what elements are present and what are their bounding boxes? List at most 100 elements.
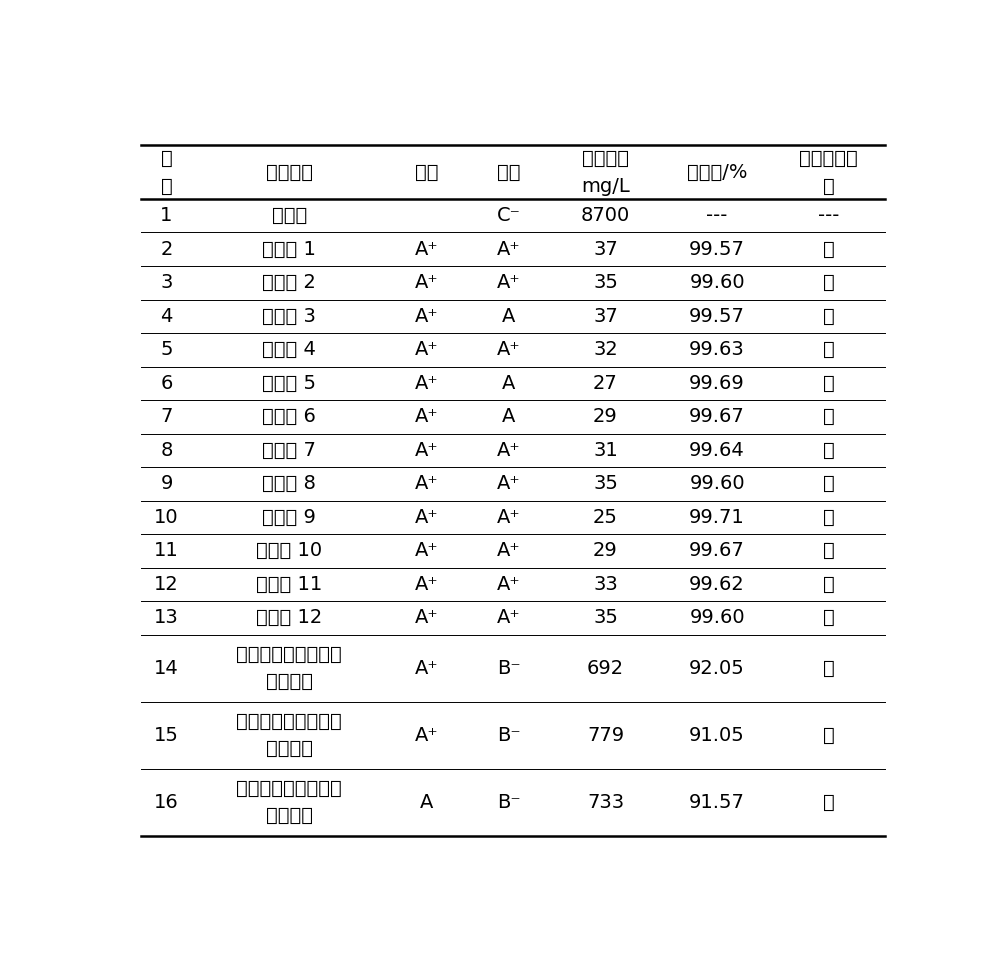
Text: 37: 37 bbox=[593, 307, 618, 326]
Text: 5: 5 bbox=[160, 340, 173, 360]
Text: 实施例 9: 实施例 9 bbox=[262, 508, 316, 527]
Text: 2: 2 bbox=[160, 240, 173, 258]
Text: 14: 14 bbox=[154, 658, 179, 678]
Text: 快: 快 bbox=[823, 726, 835, 744]
Text: A⁺: A⁺ bbox=[415, 575, 439, 594]
Text: 快: 快 bbox=[823, 508, 835, 527]
Text: 16: 16 bbox=[154, 792, 179, 812]
Text: 6: 6 bbox=[160, 374, 173, 392]
Text: 31: 31 bbox=[593, 441, 618, 460]
Text: B⁻: B⁻ bbox=[497, 792, 521, 812]
Text: 实施例 12: 实施例 12 bbox=[256, 608, 322, 628]
Text: A: A bbox=[502, 408, 515, 426]
Text: 实施例 11: 实施例 11 bbox=[256, 575, 322, 594]
Text: 快: 快 bbox=[823, 474, 835, 494]
Text: 7: 7 bbox=[160, 408, 173, 426]
Text: 33: 33 bbox=[593, 575, 618, 594]
Text: A⁺: A⁺ bbox=[415, 658, 439, 678]
Text: 快: 快 bbox=[823, 542, 835, 560]
Text: 92.05: 92.05 bbox=[689, 658, 745, 678]
Text: 快: 快 bbox=[823, 608, 835, 628]
Text: A⁺: A⁺ bbox=[497, 508, 521, 527]
Text: 市售聚二甲基二烯丙
基氯化鐵: 市售聚二甲基二烯丙 基氯化鐵 bbox=[236, 645, 342, 691]
Text: A: A bbox=[502, 374, 515, 392]
Text: A⁺: A⁺ bbox=[415, 608, 439, 628]
Text: 12: 12 bbox=[154, 575, 179, 594]
Text: 快: 快 bbox=[823, 441, 835, 460]
Text: 99.63: 99.63 bbox=[689, 340, 745, 360]
Text: 快: 快 bbox=[823, 408, 835, 426]
Text: A⁺: A⁺ bbox=[415, 508, 439, 527]
Text: 733: 733 bbox=[587, 792, 624, 812]
Text: A⁺: A⁺ bbox=[415, 542, 439, 560]
Text: A⁺: A⁺ bbox=[497, 608, 521, 628]
Text: 4: 4 bbox=[160, 307, 173, 326]
Text: 实施例 4: 实施例 4 bbox=[262, 340, 316, 360]
Text: 15: 15 bbox=[154, 726, 179, 744]
Text: 99.64: 99.64 bbox=[689, 441, 745, 460]
Text: 8: 8 bbox=[160, 441, 173, 460]
Text: 实施例 7: 实施例 7 bbox=[262, 441, 316, 460]
Text: A⁺: A⁺ bbox=[497, 340, 521, 360]
Text: 35: 35 bbox=[593, 474, 618, 494]
Text: 实施例 1: 实施例 1 bbox=[262, 240, 316, 258]
Text: 快: 快 bbox=[823, 240, 835, 258]
Text: 13: 13 bbox=[154, 608, 179, 628]
Text: 99.67: 99.67 bbox=[689, 408, 745, 426]
Text: 99.69: 99.69 bbox=[689, 374, 745, 392]
Text: B⁻: B⁻ bbox=[497, 658, 521, 678]
Text: 实施例 6: 实施例 6 bbox=[262, 408, 316, 426]
Text: 药剂名称: 药剂名称 bbox=[266, 163, 313, 181]
Text: A⁺: A⁺ bbox=[415, 307, 439, 326]
Text: 9: 9 bbox=[160, 474, 173, 494]
Text: A⁺: A⁺ bbox=[497, 441, 521, 460]
Text: 水色: 水色 bbox=[497, 163, 521, 181]
Text: 市售聚二甲基二烯丙
基氯化鐵: 市售聚二甲基二烯丙 基氯化鐵 bbox=[236, 712, 342, 758]
Text: 快: 快 bbox=[823, 792, 835, 812]
Text: 油珠上浮速
度: 油珠上浮速 度 bbox=[799, 148, 858, 196]
Text: A⁺: A⁺ bbox=[415, 474, 439, 494]
Text: 1: 1 bbox=[160, 206, 173, 226]
Text: 99.57: 99.57 bbox=[689, 307, 745, 326]
Text: 27: 27 bbox=[593, 374, 618, 392]
Text: A: A bbox=[502, 307, 515, 326]
Text: 91.05: 91.05 bbox=[689, 726, 745, 744]
Text: 99.62: 99.62 bbox=[689, 575, 745, 594]
Text: 实施例 8: 实施例 8 bbox=[262, 474, 316, 494]
Text: A⁺: A⁺ bbox=[497, 474, 521, 494]
Text: A⁺: A⁺ bbox=[415, 273, 439, 292]
Text: A⁺: A⁺ bbox=[415, 374, 439, 392]
Text: 3: 3 bbox=[160, 273, 173, 292]
Text: 市售聚二甲基二烯丙
基氯化鐵: 市售聚二甲基二烯丙 基氯化鐵 bbox=[236, 780, 342, 825]
Text: 8700: 8700 bbox=[581, 206, 630, 226]
Text: 99.57: 99.57 bbox=[689, 240, 745, 258]
Text: 实施例 3: 实施例 3 bbox=[262, 307, 316, 326]
Text: 29: 29 bbox=[593, 542, 618, 560]
Text: 32: 32 bbox=[593, 340, 618, 360]
Text: A⁺: A⁺ bbox=[415, 441, 439, 460]
Text: 快: 快 bbox=[823, 340, 835, 360]
Text: 35: 35 bbox=[593, 273, 618, 292]
Text: 污水含油
mg/L: 污水含油 mg/L bbox=[581, 148, 630, 196]
Text: 序
号: 序 号 bbox=[161, 148, 172, 196]
Text: 10: 10 bbox=[154, 508, 179, 527]
Text: 实施例 2: 实施例 2 bbox=[262, 273, 316, 292]
Text: ---: --- bbox=[818, 206, 839, 226]
Text: A: A bbox=[420, 792, 434, 812]
Text: 99.60: 99.60 bbox=[689, 474, 745, 494]
Text: 35: 35 bbox=[593, 608, 618, 628]
Text: ---: --- bbox=[706, 206, 728, 226]
Text: 91.57: 91.57 bbox=[689, 792, 745, 812]
Text: 界面: 界面 bbox=[415, 163, 439, 181]
Text: 99.60: 99.60 bbox=[689, 608, 745, 628]
Text: 快: 快 bbox=[823, 273, 835, 292]
Text: A⁺: A⁺ bbox=[497, 240, 521, 258]
Text: A⁺: A⁺ bbox=[415, 240, 439, 258]
Text: 99.71: 99.71 bbox=[689, 508, 745, 527]
Text: 快: 快 bbox=[823, 658, 835, 678]
Text: A⁺: A⁺ bbox=[415, 340, 439, 360]
Text: 692: 692 bbox=[587, 658, 624, 678]
Text: 快: 快 bbox=[823, 374, 835, 392]
Text: C⁻: C⁻ bbox=[497, 206, 521, 226]
Text: 99.67: 99.67 bbox=[689, 542, 745, 560]
